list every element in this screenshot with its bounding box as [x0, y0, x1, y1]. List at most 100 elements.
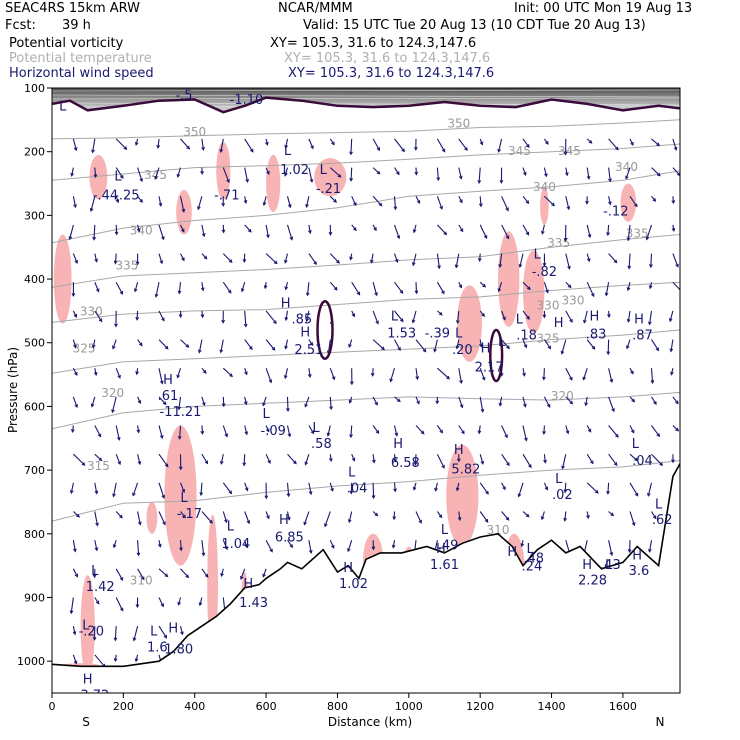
- wind-vector: [647, 482, 653, 497]
- wind-arrowhead: [221, 319, 226, 324]
- wind-arrowhead: [115, 199, 120, 204]
- wind-arrowhead: [461, 430, 465, 435]
- pv-extremum-label: L: [605, 558, 613, 573]
- wind-vector: [565, 253, 571, 270]
- wind-vector: [201, 224, 205, 237]
- pv-extremum-label: L: [516, 313, 524, 328]
- wind-arrowhead: [586, 175, 591, 180]
- wind-vector: [561, 339, 567, 354]
- wind-vector: [327, 425, 331, 436]
- wind-arrowhead: [645, 236, 650, 241]
- wind-vector: [519, 253, 524, 268]
- forecast-hour: 39 h: [62, 18, 91, 33]
- stratosphere-streak: [52, 118, 680, 122]
- wind-arrowhead: [506, 345, 510, 350]
- wind-arrowhead: [333, 199, 337, 203]
- wind-arrowhead: [649, 264, 653, 269]
- wind-arrowhead: [243, 323, 248, 328]
- pv-shade-region: [620, 183, 637, 222]
- wind-arrowhead: [435, 400, 440, 405]
- wind-vector: [626, 339, 631, 349]
- wind-vector: [498, 138, 503, 153]
- pv-closed-contour: [489, 328, 504, 383]
- wind-arrowhead: [328, 458, 333, 463]
- pv-extremum-label: L: [150, 625, 158, 640]
- wind-arrowhead: [393, 488, 397, 493]
- pv-extremum-label: 6.58: [391, 456, 420, 471]
- wind-arrowhead: [438, 514, 443, 519]
- wind-arrowhead: [586, 515, 590, 520]
- wind-arrowhead: [630, 370, 634, 375]
- wind-vector: [629, 425, 635, 433]
- wind-vector: [94, 540, 98, 551]
- wind-arrowhead: [94, 490, 99, 495]
- wind-vector: [650, 253, 653, 268]
- wind-vector: [244, 167, 249, 183]
- wind-arrowhead: [656, 433, 661, 438]
- wind-arrowhead: [349, 177, 354, 182]
- wind-vector: [372, 482, 375, 499]
- wind-vector: [286, 482, 290, 497]
- wind-arrowhead: [336, 259, 340, 264]
- wind-arrowhead: [180, 631, 184, 636]
- theta-label: 315: [87, 459, 110, 473]
- wind-arrowhead: [139, 199, 143, 203]
- wind-arrowhead: [376, 170, 381, 175]
- wind-arrowhead: [244, 371, 248, 376]
- wind-arrowhead: [154, 176, 158, 180]
- wind-arrowhead: [563, 237, 568, 242]
- wind-arrowhead: [135, 604, 140, 609]
- wind-vector: [479, 368, 486, 380]
- pv-extremum-label: 3.6: [629, 564, 650, 579]
- wind-arrowhead: [478, 203, 483, 208]
- wind-vector: [72, 540, 76, 552]
- wind-arrowhead: [132, 637, 137, 642]
- wind-vector: [155, 282, 160, 298]
- wind-vector: [284, 167, 289, 176]
- wind-arrowhead: [134, 658, 139, 663]
- wind-arrowhead: [244, 543, 248, 548]
- wind-vector: [372, 310, 379, 324]
- wind-vector: [479, 253, 481, 262]
- wind-vector: [522, 368, 526, 376]
- wind-vector: [94, 281, 100, 292]
- wind-arrowhead: [459, 379, 463, 385]
- wind-vector: [479, 454, 484, 465]
- wind-vector: [479, 224, 488, 239]
- wind-vector: [479, 482, 489, 495]
- wind-arrowhead: [242, 259, 247, 264]
- wind-vector: [244, 540, 247, 548]
- wind-arrowhead: [204, 573, 209, 578]
- wind-arrowhead: [505, 235, 510, 240]
- wind-arrowhead: [98, 318, 103, 323]
- wind-vector: [244, 310, 247, 327]
- wind-vector: [329, 138, 335, 145]
- wind-vector: [180, 224, 185, 232]
- wind-arrowhead: [69, 490, 74, 495]
- stratosphere-streak: [52, 89, 680, 92]
- wind-arrowhead: [485, 490, 489, 495]
- wind-arrowhead: [441, 148, 446, 153]
- wind-arrowhead: [221, 229, 226, 234]
- wind-vector: [651, 396, 657, 405]
- wind-arrowhead: [455, 320, 460, 325]
- wind-vector: [564, 482, 567, 493]
- wind-vector: [561, 454, 567, 469]
- wind-vector: [71, 167, 74, 177]
- wind-arrowhead: [113, 260, 118, 265]
- wind-arrowhead: [656, 172, 661, 177]
- wind-vector: [201, 511, 213, 524]
- wind-arrowhead: [220, 572, 224, 578]
- wind-arrowhead: [243, 199, 248, 205]
- wind-vector: [244, 396, 247, 405]
- wind-arrowhead: [116, 436, 121, 441]
- theta-line-325: [52, 329, 680, 374]
- wind-arrowhead: [240, 288, 245, 293]
- wind-vector: [544, 195, 555, 206]
- pv-extremum-label: 2.17: [475, 360, 504, 375]
- wind-arrowhead: [135, 261, 140, 266]
- pv-extremum-label: 6.85: [275, 530, 304, 545]
- pv-extremum-label: H: [168, 622, 178, 637]
- wind-vector: [478, 425, 481, 434]
- wind-arrowhead: [266, 428, 270, 433]
